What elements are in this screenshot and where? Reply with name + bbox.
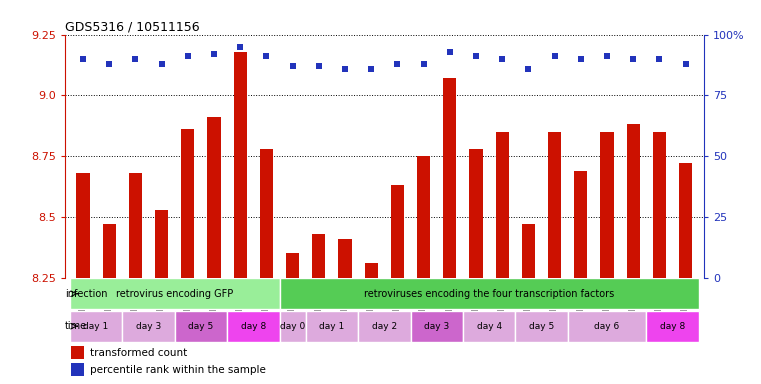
- Point: [129, 56, 142, 62]
- Bar: [646, 311, 699, 342]
- Text: day 6: day 6: [594, 322, 619, 331]
- Point: [313, 63, 325, 69]
- Bar: [312, 234, 326, 278]
- Point: [339, 66, 351, 72]
- Bar: [208, 117, 221, 278]
- Bar: [71, 346, 84, 359]
- Text: day 3: day 3: [136, 322, 161, 331]
- Point: [234, 44, 247, 50]
- Bar: [548, 132, 561, 278]
- Text: retrovirus encoding GFP: retrovirus encoding GFP: [116, 289, 234, 299]
- Bar: [70, 278, 279, 310]
- Point: [601, 53, 613, 60]
- Bar: [339, 239, 352, 278]
- Bar: [470, 149, 482, 278]
- Text: percentile rank within the sample: percentile rank within the sample: [91, 365, 266, 375]
- Point: [391, 61, 403, 67]
- Bar: [181, 129, 194, 278]
- Bar: [410, 311, 463, 342]
- Text: transformed count: transformed count: [91, 348, 187, 358]
- Text: day 4: day 4: [476, 322, 501, 331]
- Bar: [286, 253, 299, 278]
- Bar: [679, 163, 693, 278]
- Point: [496, 56, 508, 62]
- Text: day 0: day 0: [280, 322, 305, 331]
- Point: [549, 53, 561, 60]
- Point: [260, 53, 272, 60]
- Point: [287, 63, 299, 69]
- Bar: [575, 170, 587, 278]
- Bar: [463, 311, 515, 342]
- Bar: [260, 149, 273, 278]
- Point: [522, 66, 534, 72]
- Bar: [103, 224, 116, 278]
- Bar: [306, 311, 358, 342]
- Bar: [653, 132, 666, 278]
- Bar: [626, 124, 640, 278]
- Bar: [495, 132, 509, 278]
- Text: day 1: day 1: [320, 322, 345, 331]
- Text: day 1: day 1: [84, 322, 109, 331]
- Point: [365, 66, 377, 72]
- Bar: [391, 185, 404, 278]
- Point: [470, 53, 482, 60]
- Point: [208, 51, 220, 57]
- Text: day 3: day 3: [424, 322, 449, 331]
- Point: [182, 53, 194, 60]
- Text: day 8: day 8: [660, 322, 685, 331]
- Bar: [155, 210, 168, 278]
- Bar: [279, 278, 699, 310]
- Text: GDS5316 / 10511156: GDS5316 / 10511156: [65, 20, 199, 33]
- Bar: [515, 311, 568, 342]
- Bar: [443, 78, 457, 278]
- Point: [77, 56, 89, 62]
- Text: day 5: day 5: [529, 322, 554, 331]
- Text: day 2: day 2: [371, 322, 397, 331]
- Text: day 5: day 5: [188, 322, 214, 331]
- Bar: [522, 224, 535, 278]
- Point: [418, 61, 430, 67]
- Point: [575, 56, 587, 62]
- Bar: [70, 311, 123, 342]
- Point: [653, 56, 665, 62]
- Bar: [71, 363, 84, 376]
- Point: [444, 48, 456, 55]
- Bar: [227, 311, 279, 342]
- Bar: [568, 311, 646, 342]
- Text: day 8: day 8: [240, 322, 266, 331]
- Bar: [417, 156, 430, 278]
- Point: [155, 61, 167, 67]
- Text: retroviruses encoding the four transcription factors: retroviruses encoding the four transcrip…: [364, 289, 614, 299]
- Point: [627, 56, 639, 62]
- Bar: [365, 263, 377, 278]
- Bar: [600, 132, 613, 278]
- Point: [680, 61, 692, 67]
- Text: infection: infection: [65, 289, 108, 299]
- Bar: [234, 51, 247, 278]
- Bar: [123, 311, 175, 342]
- Text: time: time: [65, 321, 88, 331]
- Bar: [129, 173, 142, 278]
- Bar: [175, 311, 227, 342]
- Bar: [76, 173, 90, 278]
- Bar: [358, 311, 410, 342]
- Bar: [279, 311, 306, 342]
- Point: [103, 61, 116, 67]
